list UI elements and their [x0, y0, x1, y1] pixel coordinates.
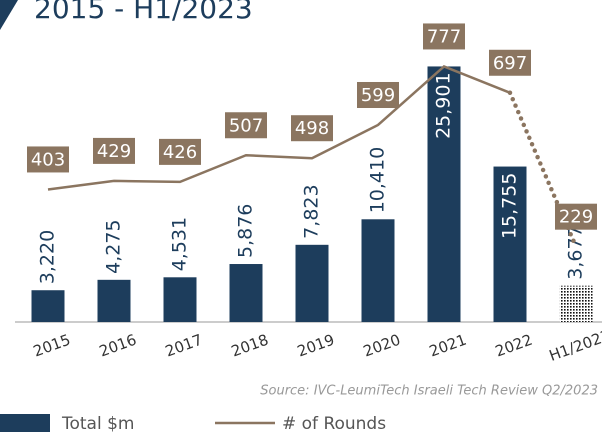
legend-swatch — [0, 414, 50, 432]
line-value-box — [291, 115, 333, 142]
line-value-box — [423, 23, 465, 50]
x-tick-label: 2021 — [427, 331, 469, 361]
legend-label: # of Rounds — [282, 414, 386, 434]
line-value-label: 426 — [163, 142, 197, 163]
bar-value-label: 10,410 — [367, 147, 389, 213]
title-marker — [0, 0, 18, 30]
x-tick-label: 2017 — [163, 331, 205, 361]
bar-value-label: 4,531 — [169, 217, 191, 271]
x-tick-label: 2022 — [493, 331, 535, 361]
line-value-label: 229 — [559, 207, 593, 228]
bar — [361, 219, 395, 322]
chart-title: 2015 - H1/2023 — [34, 0, 253, 25]
line — [47, 65, 511, 191]
bar — [229, 264, 263, 322]
bar-value-label: 15,755 — [499, 173, 521, 239]
bar — [97, 279, 131, 322]
x-tick-label: 2020 — [361, 331, 403, 361]
line-value-box — [93, 137, 135, 164]
x-tick-label: 2018 — [229, 331, 271, 361]
x-tick-label: 2015 — [31, 331, 73, 361]
bar — [295, 244, 329, 322]
line-value-label: 507 — [229, 115, 263, 136]
line-value-box — [159, 138, 201, 165]
line-value-box — [555, 203, 597, 230]
x-tick-label: H1/2023 — [547, 326, 602, 365]
bar-value-label: 3,220 — [37, 230, 59, 284]
bar — [163, 277, 197, 322]
bar — [493, 166, 527, 322]
line-value-label: 777 — [427, 26, 461, 47]
line-value-box — [489, 49, 531, 76]
bar-value-label: 4,275 — [103, 219, 125, 273]
x-tick-label: 2019 — [295, 331, 337, 361]
bar-value-label: 25,901 — [433, 72, 455, 138]
source: Source: IVC-LeumiTech Israeli Tech Revie… — [260, 384, 598, 399]
line-value-box — [225, 112, 267, 139]
x-tick-label: 2016 — [97, 331, 139, 361]
line-value-box — [27, 146, 69, 173]
line-value-label: 429 — [97, 141, 131, 162]
legend-label: Total $m — [61, 414, 134, 434]
bar-value-label: 7,823 — [301, 184, 323, 238]
bar — [559, 285, 593, 322]
line-value-label: 697 — [493, 53, 527, 74]
bar — [427, 66, 461, 322]
bar-value-label: 5,876 — [235, 204, 257, 258]
line-value-label: 498 — [295, 118, 329, 139]
line-value-label: 599 — [361, 85, 395, 106]
line-value-label: 403 — [31, 149, 65, 170]
bar-value-label: 3,677 — [565, 225, 587, 279]
line-value-box — [357, 81, 399, 108]
bar — [31, 290, 65, 322]
